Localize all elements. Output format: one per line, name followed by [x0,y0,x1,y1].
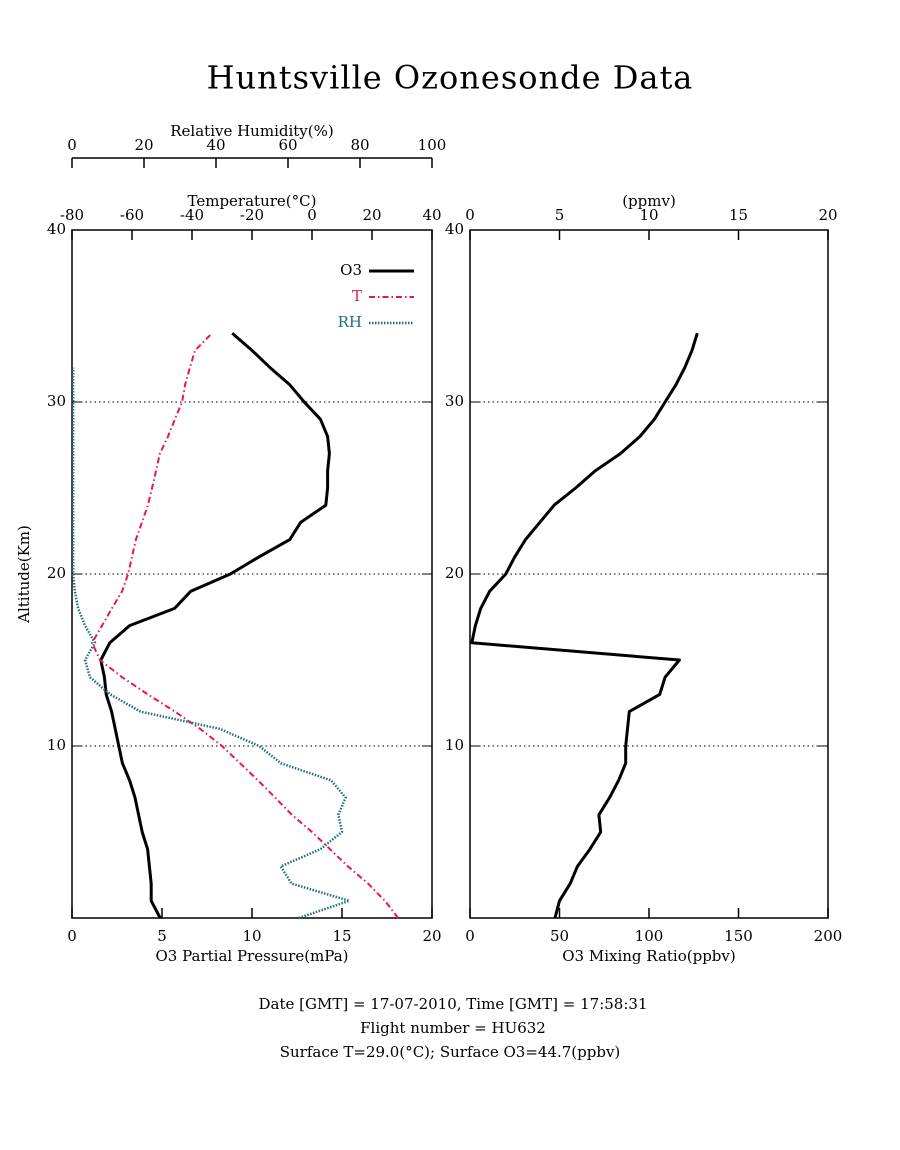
x-axis-title: O3 Partial Pressure(mPa) [155,947,348,965]
x-tick-label: 20 [422,927,441,945]
y-tick-label: 40 [47,220,66,238]
x-tick-label: 80 [350,136,369,154]
y-tick-label: 40 [445,220,464,238]
x-tick-label: 20 [818,206,837,224]
x-tick-label: 20 [134,136,153,154]
x-tick-label: 15 [332,927,351,945]
note: Date [GMT] = 17-07-2010, Time [GMT] = 17… [258,995,647,1013]
x-axis-title: (ppmv) [622,192,676,210]
x-axis-title: O3 Mixing Ratio(ppbv) [562,947,735,965]
x-tick-label: 10 [639,206,658,224]
note: Flight number = HU632 [360,1019,546,1037]
y-tick-label: 30 [47,392,66,410]
x-tick-label: 100 [418,136,447,154]
x-tick-label: 50 [550,927,569,945]
x-tick-label: -80 [60,206,84,224]
legend-label: RH [338,313,362,331]
x-tick-label: 0 [307,206,317,224]
y-axis-title: Altitude(Km) [15,525,33,624]
series-line [91,332,399,919]
x-tick-label: -20 [240,206,264,224]
x-tick-label: 20 [362,206,381,224]
y-tick-label: 20 [47,564,66,582]
x-tick-label: 100 [635,927,664,945]
x-tick-label: 10 [242,927,261,945]
legend-label: O3 [340,261,362,279]
x-tick-label: 200 [814,927,843,945]
x-tick-label: 0 [465,206,475,224]
x-tick-label: 5 [157,927,167,945]
x-tick-label: 40 [206,136,225,154]
y-tick-label: 10 [445,736,464,754]
note: Surface T=29.0(°C); Surface O3=44.7(ppbv… [280,1043,621,1061]
x-tick-label: 5 [555,206,565,224]
x-tick-label: 60 [278,136,297,154]
x-tick-label: -60 [120,206,144,224]
series-line [71,367,351,920]
x-axis-title: Temperature(°C) [188,192,317,210]
x-tick-label: 40 [422,206,441,224]
x-axis-title: Relative Humidity(%) [170,122,333,140]
plot-frame [469,229,829,919]
legend-label: T [352,287,362,305]
x-tick-label: 0 [67,136,77,154]
series-line [99,332,331,919]
x-tick-label: 0 [67,927,77,945]
y-tick-label: 20 [445,564,464,582]
x-tick-label: 150 [724,927,753,945]
y-tick-label: 10 [47,736,66,754]
chart-title: Huntsville Ozonesonde Data [207,59,694,97]
x-tick-label: -40 [180,206,204,224]
x-tick-label: 0 [465,927,475,945]
series-line [470,332,699,919]
x-tick-label: 15 [729,206,748,224]
y-tick-label: 30 [445,392,464,410]
